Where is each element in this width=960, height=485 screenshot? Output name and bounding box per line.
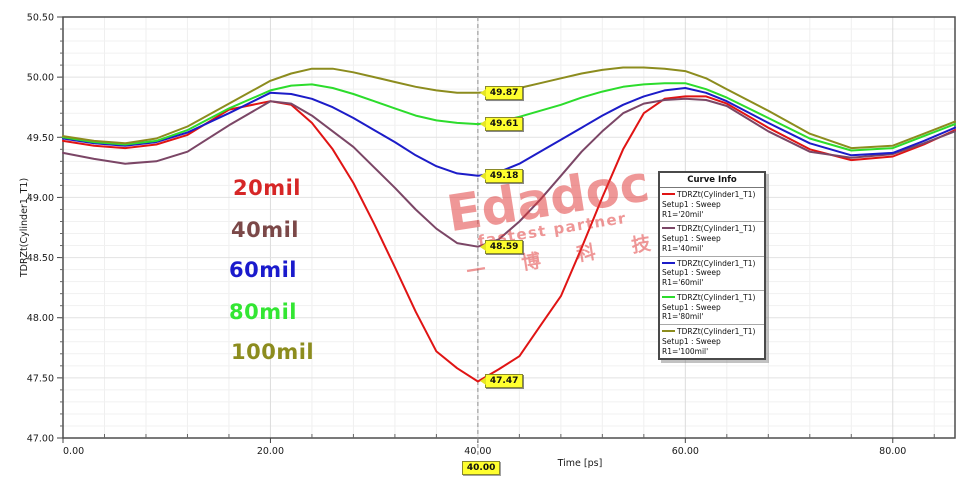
series-label-40mil: 40mil [231, 218, 300, 242]
legend-swatch-icon [662, 261, 675, 264]
y-tick-label: 48.00 [27, 313, 54, 324]
x-tick-label: 60.00 [672, 446, 699, 457]
y-tick-label: 47.50 [27, 373, 54, 384]
x-tick-label: 0.00 [63, 446, 84, 457]
y-tick-label: 47.00 [27, 434, 54, 445]
legend-entry-5[interactable]: TDRZt(Cylinder1_T1) Setup1 : Sweep R1='100… [660, 325, 764, 358]
legend-entry-3[interactable]: TDRZt(Cylinder1_T1) Setup1 : Sweep R1='60m… [660, 257, 764, 291]
legend-variation-line: R1='60mil' [662, 278, 704, 287]
y-tick-label: 50.00 [27, 73, 54, 84]
legend-swatch-icon [662, 295, 675, 298]
legend-trace-name: TDRZt(Cylinder1_T1) [677, 327, 756, 336]
legend-title: Curve Info [660, 173, 764, 188]
legend-trace-name: TDRZt(Cylinder1_T1) [677, 292, 756, 302]
x-tick-label: 80.00 [879, 446, 906, 457]
legend-entry-4[interactable]: TDRZt(Cylinder1_T1) Setup1 : Sweep R1='80m… [660, 291, 764, 325]
x-tick-label: 20.00 [257, 446, 284, 457]
legend-trace-name: TDRZt(Cylinder1_T1) [677, 224, 756, 234]
series-label-60mil: 60mil [229, 258, 298, 282]
y-tick-label: 50.50 [27, 13, 54, 24]
legend-variation-line: R1='40mil' [662, 243, 704, 253]
legend-setup-line: Setup1 : Sweep [662, 336, 721, 346]
legend-trace-name: TDRZt(Cylinder1_T1) [677, 190, 756, 199]
series-label-100mil: 100mil [231, 340, 315, 364]
y-axis-title: TDRZt(Cylinder1_T1) [19, 178, 30, 278]
legend-entry-2[interactable]: TDRZt(Cylinder1_T1) Setup1 : Sweep R1='40m… [660, 222, 764, 257]
legend-setup-line: Setup1 : Sweep [662, 268, 721, 278]
legend-entry-list: TDRZt(Cylinder1_T1) Setup1 : Sweep R1='20m… [660, 188, 764, 358]
data-marker-label-40mil[interactable]: 48.59 [479, 239, 524, 254]
series-label-80mil: 80mil [229, 300, 298, 324]
curve-20mil[interactable] [62, 95, 956, 383]
legend-setup-line: Setup1 : Sweep [662, 199, 721, 209]
legend-setup-line: Setup1 : Sweep [662, 302, 721, 312]
y-tick-label: 49.00 [27, 193, 54, 204]
x-axis-title: Time [ps] [557, 458, 603, 469]
legend-trace-name: TDRZt(Cylinder1_T1) [677, 258, 756, 268]
legend-variation-line: R1='100mil' [662, 346, 709, 356]
data-marker-label-20mil[interactable]: 47.47 [479, 374, 524, 389]
legend-setup-line: Setup1 : Sweep [662, 234, 721, 243]
y-tick-label: 48.50 [27, 253, 54, 264]
legend-variation-line: R1='80mil' [662, 312, 704, 322]
cursor-x-value-label[interactable]: 40.00 [461, 461, 501, 475]
y-tick-label: 49.50 [27, 133, 54, 144]
data-marker-label-80mil[interactable]: 49.61 [479, 117, 524, 132]
data-marker-label-60mil[interactable]: 49.18 [479, 168, 524, 183]
legend-box[interactable]: Curve Info TDRZt(Cylinder1_T1) Setup1 : S… [658, 171, 766, 361]
legend-swatch-icon [662, 330, 675, 332]
series-label-20mil: 20mil [233, 176, 302, 200]
plot-border [62, 16, 956, 439]
legend-swatch-icon [662, 193, 675, 195]
curve-40mil[interactable] [62, 97, 956, 248]
legend-swatch-icon [662, 227, 675, 230]
data-marker-label-100mil[interactable]: 49.87 [479, 85, 524, 100]
legend-entry-1[interactable]: TDRZt(Cylinder1_T1) Setup1 : Sweep R1='20m… [660, 188, 764, 223]
legend-variation-line: R1='20mil' [662, 209, 704, 219]
curve-100mil[interactable] [62, 66, 956, 150]
